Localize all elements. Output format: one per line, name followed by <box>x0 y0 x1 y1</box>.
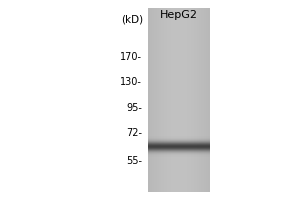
Text: 72-: 72- <box>126 128 142 138</box>
Text: 130-: 130- <box>120 77 142 87</box>
Text: (kD): (kD) <box>121 14 143 24</box>
Text: 55-: 55- <box>126 156 142 166</box>
Text: 170-: 170- <box>120 52 142 62</box>
Text: HepG2: HepG2 <box>160 10 198 20</box>
Text: 95-: 95- <box>126 103 142 113</box>
